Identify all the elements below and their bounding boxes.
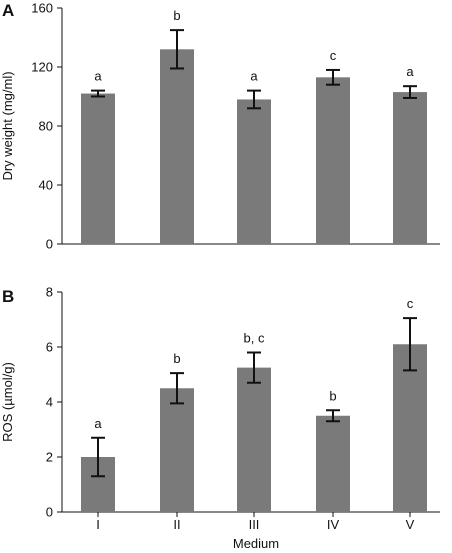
panel-b-significance-label: b (329, 388, 336, 403)
panel-a-significance-label: a (406, 64, 414, 79)
panel-a-bar (393, 92, 427, 244)
panel-b-letter: B (2, 287, 14, 306)
panel-a-y-tick-label: 160 (31, 1, 53, 16)
panel-b-bar (393, 344, 427, 512)
panel-b-significance-label: a (94, 416, 102, 431)
panel-a-bar (81, 93, 115, 244)
panel-a-significance-label: b (173, 8, 180, 23)
panel-b-x-tick-label: III (249, 517, 260, 532)
panel-b-bar (237, 367, 271, 512)
panel-a-bar (160, 49, 194, 244)
panel-b-y-tick-label: 2 (46, 450, 53, 465)
panel-b-significance-label: c (407, 296, 414, 311)
panel-b-significance-label: b (173, 351, 180, 366)
panel-a-significance-label: c (330, 48, 337, 63)
panel-b-y-tick-label: 6 (46, 340, 53, 355)
panel-b-y-axis-title: ROS (µmol/g) (0, 362, 15, 442)
panel-a-bar (237, 99, 271, 244)
panel-a-significance-label: a (250, 69, 258, 84)
panel-b-x-tick-label: II (173, 517, 180, 532)
panel-b-x-tick-label: I (96, 517, 100, 532)
panel-b: B 0 2 4 6 8 ROS (µmol/g) a Ib II b, c III b IV c V Mediu… (0, 285, 440, 551)
panel-a-y-tick-label: 40 (39, 178, 53, 193)
panel-a-significance-label: a (94, 69, 102, 84)
panel-b-bar (160, 388, 194, 512)
panel-a-y-tick-label: 0 (46, 237, 53, 252)
panel-b-y-tick-label: 0 (46, 505, 53, 520)
panel-b-bar (316, 415, 350, 512)
panel-b-x-tick-label: IV (327, 517, 340, 532)
panel-b-y-tick-label: 8 (46, 285, 53, 300)
panel-a-y-tick-label: 120 (31, 60, 53, 75)
panel-b-x-tick-label: V (406, 517, 415, 532)
panel-a-letter: A (2, 1, 14, 20)
panel-a-bar (316, 77, 350, 244)
panel-b-x-axis-title: Medium (233, 536, 279, 551)
panel-a: A 0 40 80 120 160 Dry weight (mg/ml) a b a c a (0, 1, 440, 252)
panel-b-significance-label: b, c (244, 331, 265, 346)
panel-b-y-tick-label: 4 (46, 395, 53, 410)
panel-a-y-axis-title: Dry weight (mg/ml) (0, 71, 15, 180)
panel-a-y-tick-label: 80 (39, 119, 53, 134)
